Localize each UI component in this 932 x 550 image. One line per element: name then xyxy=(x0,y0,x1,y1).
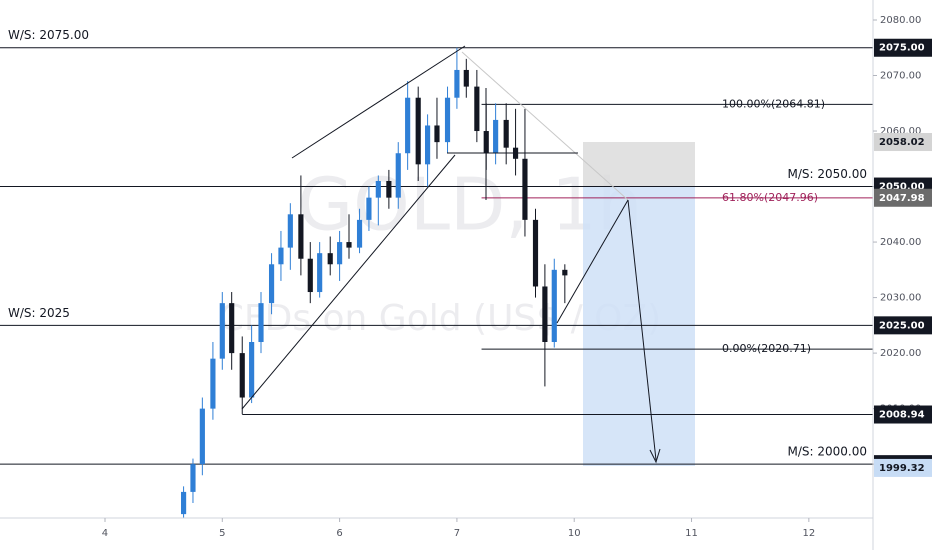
candle-body xyxy=(493,119,499,154)
candle-body xyxy=(249,342,255,398)
candle-body xyxy=(375,180,381,198)
level-note: M/S: 2000.00 xyxy=(788,445,868,459)
price-badge-label: 2047.98 xyxy=(879,193,925,204)
price-badge xyxy=(874,188,932,207)
candle-body xyxy=(219,303,225,359)
candle-body xyxy=(190,464,196,492)
level-badge xyxy=(874,316,932,335)
price-badge-label: 2058.02 xyxy=(879,137,925,148)
candle-body xyxy=(268,264,275,304)
candle-body xyxy=(405,97,411,154)
candle-body xyxy=(181,491,187,515)
candle-body xyxy=(542,286,548,343)
price-badge xyxy=(874,133,932,152)
candle-body xyxy=(366,197,372,220)
level-note: M/S: 2050.00 xyxy=(788,167,868,181)
axes: 2000.002010.002020.002030.002040.002050.… xyxy=(102,15,932,539)
candle-body xyxy=(415,97,421,165)
candle-body xyxy=(337,242,343,265)
level-badge-label: 2075.00 xyxy=(879,43,925,54)
projection-line xyxy=(556,199,629,324)
candle-body xyxy=(346,242,352,248)
candle-body xyxy=(317,253,323,293)
y-tick-label: 2070.00 xyxy=(880,71,921,82)
level-badge-label: 2008.94 xyxy=(879,410,925,421)
candle-body xyxy=(258,303,264,343)
level-note: W/S: 2075.00 xyxy=(8,28,89,42)
levels: W/S: 2075.00 M/S: 2050.00 W/S: 2025 M/S: 20… xyxy=(0,28,873,465)
drawings xyxy=(241,45,661,464)
fib-label: 0.00%(2020.71) xyxy=(722,342,811,355)
y-tick-label: 2020.00 xyxy=(880,348,921,359)
candle-body xyxy=(278,247,284,265)
x-tick-label: 12 xyxy=(802,528,815,539)
x-tick-label: 10 xyxy=(568,528,581,539)
candle-body xyxy=(287,214,293,248)
candle-body xyxy=(327,253,333,265)
trend-line xyxy=(291,45,466,159)
y-tick-label: 2060.00 xyxy=(880,126,921,137)
y-tick-label: 2030.00 xyxy=(880,293,921,304)
trend-line xyxy=(241,154,456,410)
projection-line xyxy=(627,199,657,461)
level-badge-label: 2025.00 xyxy=(879,320,925,331)
candle-body xyxy=(386,180,392,198)
candle-body xyxy=(454,69,460,98)
candle-body xyxy=(425,125,431,165)
x-tick-label: 7 xyxy=(454,528,460,539)
level-badge xyxy=(874,38,932,57)
y-tick-label: 2080.00 xyxy=(880,15,921,26)
candle-body xyxy=(307,258,313,293)
fib-label: 61.80%(2047.96) xyxy=(722,191,818,204)
price-badge-label: 1999.32 xyxy=(879,463,925,474)
x-tick-label: 6 xyxy=(336,528,342,539)
arrow-head xyxy=(649,448,661,464)
candle-body xyxy=(503,119,509,148)
trend-line xyxy=(461,51,629,201)
target-zone xyxy=(583,187,695,466)
candle-body xyxy=(356,219,363,248)
level-badge-label: 2050.00 xyxy=(879,182,925,193)
candle-body xyxy=(210,358,216,409)
position-zones xyxy=(583,142,695,466)
candle-body xyxy=(474,86,480,132)
candle-body xyxy=(532,219,539,287)
candle-body xyxy=(444,97,451,143)
candle-body xyxy=(229,303,235,354)
time-axis-bg xyxy=(0,518,873,550)
candle-body xyxy=(551,269,557,343)
candle-body xyxy=(434,125,440,143)
candle-body xyxy=(463,69,469,87)
candle-body xyxy=(298,214,304,259)
candle-body xyxy=(395,153,401,198)
y-tick-label: 2040.00 xyxy=(880,237,921,248)
fib-label: 100.00%(2064.81) xyxy=(722,97,825,110)
candle-body xyxy=(522,158,528,220)
candles xyxy=(181,47,568,520)
x-tick-label: 5 xyxy=(219,528,225,539)
level-note: W/S: 2025 xyxy=(8,306,70,320)
price-badge xyxy=(874,458,932,477)
candle-body xyxy=(199,408,205,465)
candle-body xyxy=(562,269,568,276)
candle-body xyxy=(239,353,245,398)
stop-zone xyxy=(583,142,695,187)
x-tick-label: 4 xyxy=(102,528,108,539)
x-tick-label: 11 xyxy=(685,528,698,539)
level-badge xyxy=(874,405,932,424)
